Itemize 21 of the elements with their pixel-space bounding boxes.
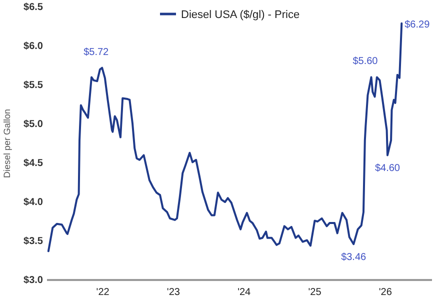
y-tick-label: $5.5	[24, 80, 44, 92]
line-series	[47, 22, 403, 252]
y-tick-label: $4.0	[24, 197, 44, 208]
y-tick-label: $5.0	[24, 119, 44, 130]
annotation: $5.72	[84, 46, 110, 58]
x-tick-label: '26	[378, 287, 392, 298]
legend-label: Diesel USA ($/gl) - Price	[181, 9, 300, 21]
annotation: $6.29	[404, 19, 430, 30]
annotation: $5.60	[352, 56, 378, 68]
x-tick-label: '23	[166, 287, 180, 298]
x-tick-label: '22	[96, 287, 110, 298]
x-tick-label: '25	[308, 287, 322, 298]
y-tick-label: $6.0	[24, 41, 44, 52]
y-axis-title: Diesel per Gallon	[2, 108, 12, 178]
annotation: $3.46	[341, 252, 367, 264]
y-tick-label: $6.5	[24, 2, 44, 14]
y-tick-label: $3.0	[24, 275, 44, 286]
y-tick-label: $4.5	[24, 158, 44, 170]
x-tick-label: '24	[238, 287, 252, 298]
y-tick-label: $3.5	[24, 236, 44, 248]
annotation: $4.60	[374, 163, 400, 174]
